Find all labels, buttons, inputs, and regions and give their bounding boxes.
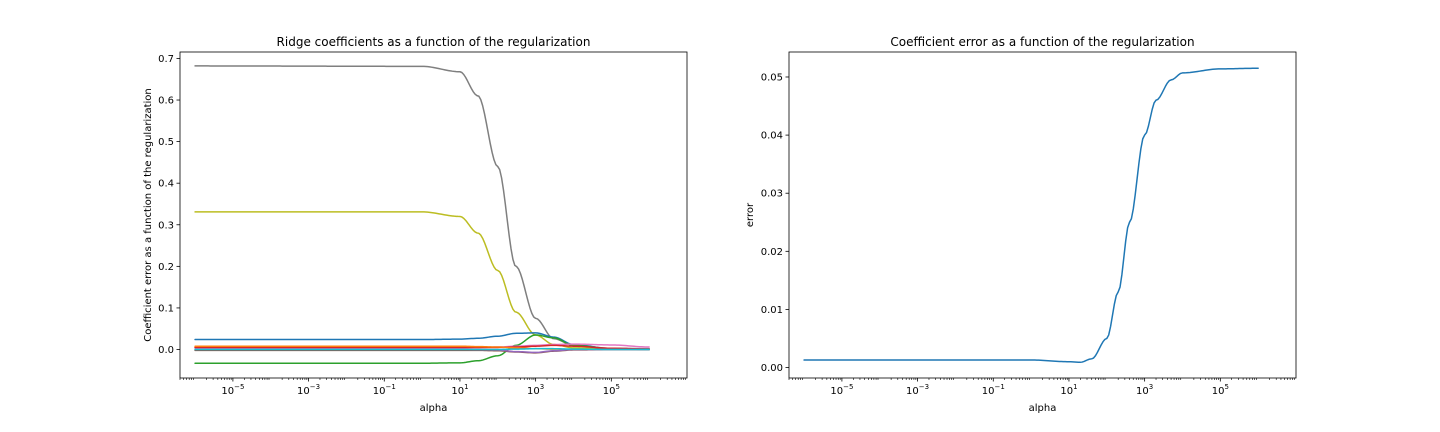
x-axis: 10−5 10−3 10−1 101 103 105 — [788, 378, 1295, 397]
x-tick-label: 10−3 — [906, 383, 929, 397]
x-tick-label: 105 — [603, 383, 620, 397]
y-tick-label: 0.1 — [158, 303, 174, 314]
coefficient-error-chart: Coefficient error as a function of the r… — [745, 35, 1297, 414]
x-tick-label: 10−3 — [297, 383, 320, 397]
y-axis: 0.0 0.1 0.2 0.3 0.4 0.5 0.6 0.7 — [158, 54, 180, 356]
chart-title: Coefficient error as a function of the r… — [890, 35, 1194, 49]
series-line-4 — [194, 334, 650, 364]
x-tick-label: 10−1 — [373, 383, 396, 397]
y-tick-label: 0.05 — [761, 72, 783, 83]
series-line-1 — [194, 65, 650, 350]
y-tick-label: 0.00 — [761, 363, 783, 374]
y-tick-label: 0.0 — [158, 345, 174, 356]
axes-frame — [179, 51, 688, 379]
x-axis-label: alpha — [1029, 403, 1057, 414]
series-line-10 — [194, 347, 650, 351]
x-axis: 10−5 10−3 10−1 101 103 105 — [179, 378, 686, 397]
series-line-1 — [803, 67, 1259, 364]
y-axis-label: Coefficient error as a function of the r… — [143, 88, 154, 342]
y-tick-label: 0.6 — [158, 96, 174, 107]
y-tick-label: 0.01 — [761, 305, 783, 316]
series-line-2 — [194, 211, 650, 351]
plot-area — [194, 65, 650, 364]
chart-title: Ridge coefficients as a function of the … — [277, 35, 591, 49]
x-tick-label: 103 — [1136, 383, 1153, 397]
y-axis: 0.00 0.01 0.02 0.03 0.04 0.05 — [761, 72, 789, 374]
x-tick-label: 10−5 — [221, 383, 244, 397]
ridge-coefficients-chart: Ridge coefficients as a function of the … — [143, 35, 688, 414]
x-axis-label: alpha — [420, 403, 448, 414]
y-axis-label: error — [745, 202, 756, 227]
x-tick-label: 105 — [1212, 383, 1229, 397]
y-tick-label: 0.04 — [761, 131, 783, 142]
x-tick-label: 10−5 — [830, 383, 853, 397]
y-tick-label: 0.5 — [158, 137, 174, 148]
x-tick-label: 103 — [527, 383, 544, 397]
y-tick-label: 0.3 — [158, 220, 174, 231]
y-tick-label: 0.2 — [158, 262, 174, 273]
axes-frame — [788, 51, 1297, 379]
x-tick-label: 101 — [1060, 383, 1077, 397]
y-tick-label: 0.03 — [761, 189, 783, 200]
series-line-6 — [194, 344, 650, 350]
x-tick-label: 101 — [451, 383, 468, 397]
y-tick-label: 0.02 — [761, 247, 783, 258]
y-tick-label: 0.4 — [158, 179, 174, 190]
plot-area — [803, 67, 1259, 364]
y-tick-label: 0.7 — [158, 54, 174, 65]
x-tick-label: 10−1 — [982, 383, 1005, 397]
